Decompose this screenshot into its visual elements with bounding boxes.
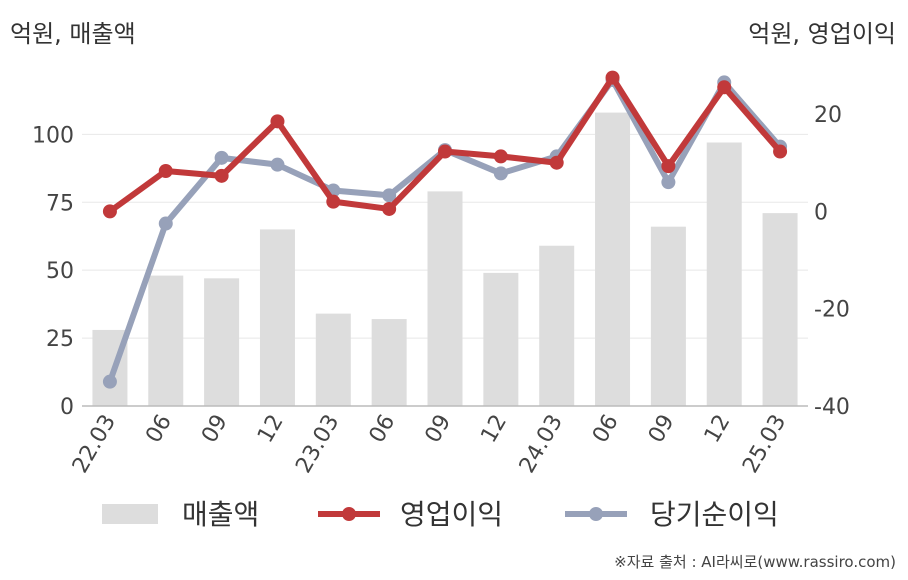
- series-point: [102, 204, 117, 219]
- left-tick-label: 25: [46, 327, 74, 352]
- right-axis-unit: 억원, 영업이익: [748, 20, 896, 48]
- right-tick-label: -40: [814, 395, 850, 420]
- series-point: [493, 166, 508, 181]
- left-axis-ticks: 0 25 50 75 100: [32, 123, 74, 420]
- left-tick-label: 50: [46, 259, 74, 284]
- series-point: [270, 114, 285, 129]
- x-tick-label: 09: [421, 411, 457, 448]
- left-tick-label: 75: [46, 191, 74, 216]
- right-tick-label: -20: [814, 298, 850, 323]
- series-point: [661, 175, 676, 190]
- x-tick-label: 22.03: [68, 411, 121, 478]
- x-tick-label: 23.03: [291, 411, 344, 478]
- revenue-bar: [650, 226, 686, 406]
- x-axis-ticks: 22.03 06 09 12 23.03 06 09 12 24.03 06 09 12 25.03: [68, 411, 791, 478]
- legend-label-net-income: 당기순이익: [650, 498, 779, 531]
- series-point: [214, 150, 229, 165]
- series-point: [214, 168, 229, 183]
- x-tick-label: 24.03: [515, 411, 568, 478]
- legend-marker-net-income: [589, 507, 603, 521]
- left-tick-label: 0: [60, 395, 74, 420]
- revenue-bar: [259, 229, 295, 406]
- series-point: [661, 159, 676, 174]
- series-point: [158, 216, 173, 231]
- legend-label-operating-profit: 영업이익: [400, 498, 503, 531]
- series-point: [717, 80, 732, 95]
- x-tick-label: 12: [253, 411, 289, 448]
- revenue-bar: [762, 213, 798, 406]
- legend: 매출액 영업이익 당기순이익: [102, 498, 779, 531]
- revenue-bar: [315, 313, 351, 406]
- profit-lines: [102, 70, 788, 389]
- left-axis-unit: 억원, 매출액: [10, 20, 136, 48]
- x-tick-label: 06: [365, 411, 401, 448]
- series-point: [270, 157, 285, 172]
- legend-marker-operating-profit: [342, 507, 356, 521]
- revenue-bar: [539, 245, 575, 406]
- x-tick-label: 12: [476, 411, 512, 448]
- revenue-bar: [483, 272, 519, 406]
- x-tick-label: 25.03: [738, 411, 791, 478]
- series-point: [773, 144, 788, 159]
- right-tick-label: 20: [814, 103, 842, 128]
- source-note: ※자료 출처 : AI라씨로(www.rassiro.com): [614, 553, 896, 571]
- series-point: [382, 188, 397, 203]
- legend-label-revenue: 매출액: [182, 498, 259, 531]
- series-point: [549, 155, 564, 170]
- x-tick-label: 06: [141, 411, 177, 448]
- series-point: [326, 194, 341, 209]
- revenue-bar: [371, 319, 407, 406]
- series-point: [438, 144, 452, 159]
- revenue-bar: [204, 278, 240, 406]
- series-point: [493, 149, 508, 164]
- revenue-bar: [706, 142, 742, 406]
- series-point: [605, 70, 620, 85]
- left-tick-label: 100: [32, 123, 74, 148]
- revenue-bars: [92, 112, 798, 406]
- x-tick-label: 09: [644, 411, 680, 448]
- right-tick-label: 0: [814, 200, 828, 225]
- series-point: [382, 201, 397, 216]
- revenue-bar: [148, 275, 184, 406]
- legend-swatch-revenue: [102, 504, 158, 524]
- series-point: [158, 163, 173, 178]
- revenue-bar: [595, 112, 631, 406]
- x-tick-label: 09: [197, 411, 233, 448]
- right-axis-ticks: -40 -20 0 20: [814, 103, 850, 420]
- revenue-bar: [427, 191, 463, 406]
- x-tick-label: 06: [588, 411, 624, 448]
- x-tick-label: 12: [700, 411, 736, 448]
- series-point: [102, 374, 117, 389]
